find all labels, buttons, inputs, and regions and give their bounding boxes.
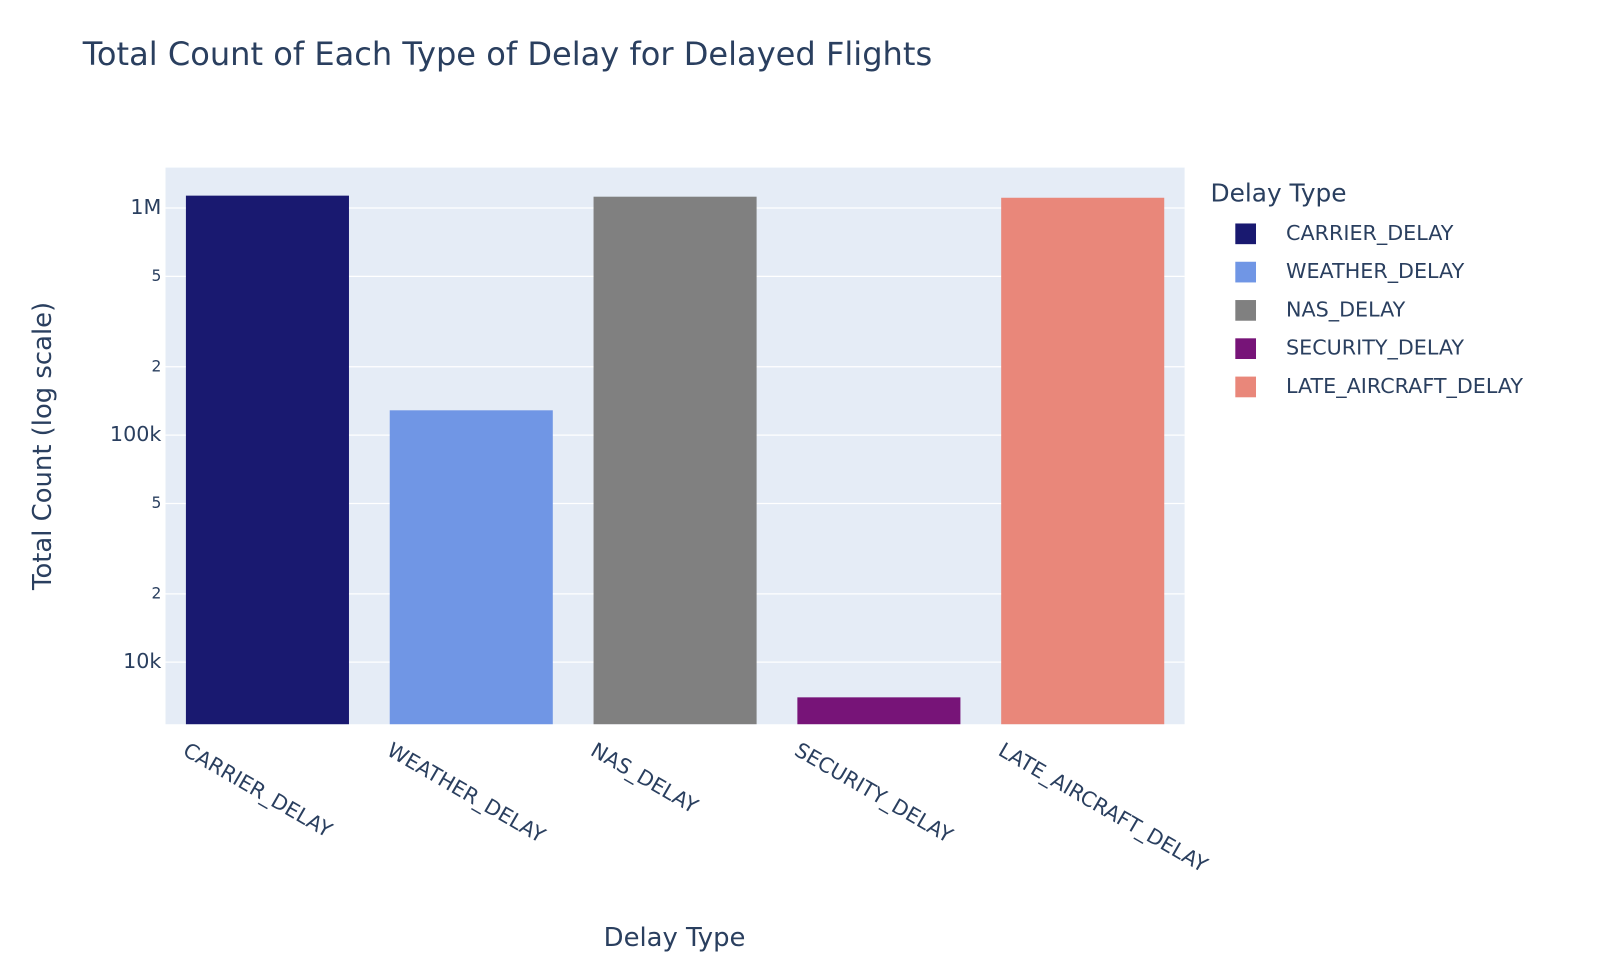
legend-swatch	[1235, 300, 1257, 321]
y-tick-label: 5	[152, 267, 162, 285]
bar	[389, 410, 553, 725]
y-tick-label: 100k	[110, 422, 161, 446]
legend-title: Delay Type	[1210, 179, 1346, 208]
y-tick-label: 2	[152, 584, 162, 602]
y-tick-label: 5	[152, 494, 162, 512]
bar	[185, 195, 349, 725]
bar	[1001, 197, 1165, 725]
chart-body: Total Count of Each Type of Delay for De…	[28, 35, 1523, 953]
bar	[593, 196, 757, 725]
x-tick-label: SECURITY_DELAY	[790, 738, 957, 849]
legend-label: WEATHER_DELAY	[1286, 259, 1465, 284]
y-tick-label: 10k	[123, 649, 161, 673]
legend-label: NAS_DELAY	[1286, 297, 1406, 322]
y-tick-label: 1M	[130, 195, 161, 219]
x-tick-label: CARRIER_DELAY	[179, 738, 337, 844]
legend-swatch	[1235, 376, 1257, 398]
legend-swatch	[1235, 338, 1257, 360]
y-tick-label: 2	[152, 357, 162, 375]
x-tick-label: WEATHER_DELAY	[382, 738, 549, 849]
legend-label: LATE_AIRCRAFT_DELAY	[1286, 374, 1523, 399]
legend-label: SECURITY_DELAY	[1286, 336, 1464, 361]
bar	[797, 697, 961, 725]
x-tick-label: NAS_DELAY	[586, 738, 702, 819]
legend-swatch	[1235, 223, 1257, 245]
legend-label: CARRIER_DELAY	[1286, 221, 1454, 246]
chart-title: Total Count of Each Type of Delay for De…	[82, 35, 932, 73]
x-axis-title: Delay Type	[604, 923, 746, 953]
y-axis-title: Total Count (log scale)	[28, 302, 58, 591]
x-tick-label: LATE_AIRCRAFT_DELAY	[994, 738, 1212, 878]
legend-swatch	[1235, 261, 1257, 283]
